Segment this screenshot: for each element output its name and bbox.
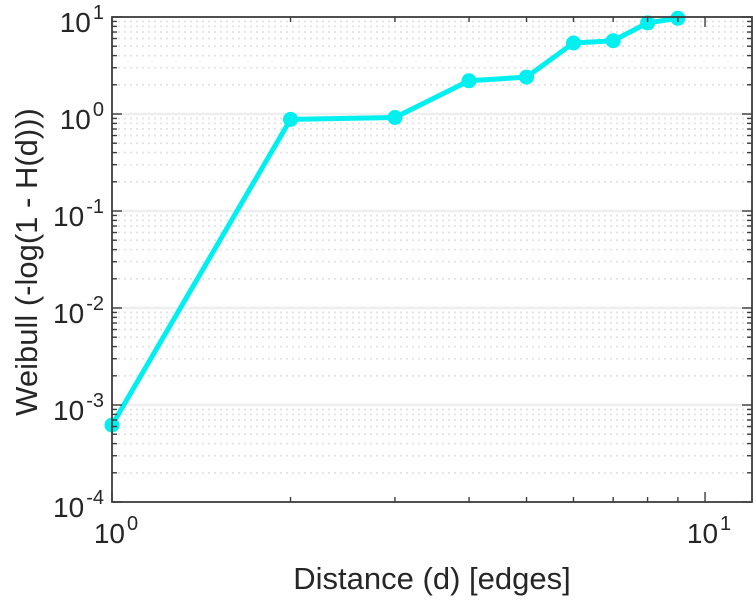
data-point-marker <box>283 111 298 127</box>
y-major-gridlines <box>112 112 752 407</box>
axes-box-and-ticks <box>111 16 753 503</box>
data-point-marker <box>519 69 534 85</box>
data-point-marker <box>387 110 403 125</box>
y-tick-label: 10 0 <box>60 99 104 135</box>
data-point-marker <box>605 33 621 49</box>
data-series <box>104 10 686 433</box>
data-point-marker <box>461 73 477 89</box>
x-axis-label: Distance (d) [edges] <box>293 561 570 596</box>
y-tick-label: 10 1 <box>60 2 104 38</box>
series-line <box>109 15 681 428</box>
x-tick-label: 10 1 <box>687 513 731 549</box>
y-tick-label: 10 -3 <box>53 390 104 426</box>
y-axis-label: Weibull (-log(1 - H(d))) <box>9 108 44 416</box>
y-tick-label: 10 -1 <box>53 196 104 232</box>
y-minor-gridlines <box>112 20 752 474</box>
y-tick-label: 10 -4 <box>53 487 104 523</box>
data-point-marker <box>640 15 656 31</box>
tick-labels: 10 0 10 1 10 1 10 0 10 -1 10 -2 10 -3 10 -4 <box>53 2 731 549</box>
plot-border <box>111 16 753 503</box>
data-point-marker <box>566 35 581 51</box>
y-tick-label: 10 -2 <box>53 293 104 329</box>
x-tick-label: 10 0 <box>94 513 138 549</box>
